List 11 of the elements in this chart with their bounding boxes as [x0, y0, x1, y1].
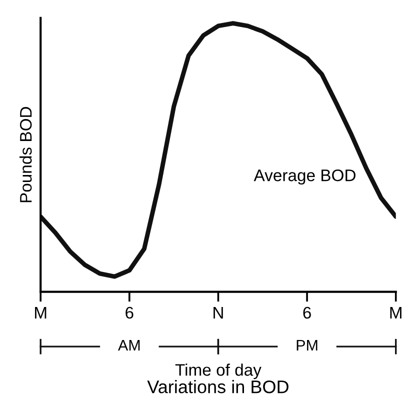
text: PM: [296, 340, 318, 351]
x-tick-label: 6: [126, 306, 134, 319]
x-axis-title: Time of day: [175, 364, 262, 380]
annotation: Average BOD: [254, 169, 356, 185]
x-tick-label: M: [390, 307, 402, 318]
x-tick-label: 6: [303, 306, 311, 319]
x-tick-label: M: [35, 307, 46, 318]
text: AM: [118, 340, 140, 351]
y-axis-title: Pounds BOD: [20, 107, 32, 202]
text: Variations in BOD: [147, 380, 288, 394]
x-tick-label: N: [214, 307, 223, 318]
